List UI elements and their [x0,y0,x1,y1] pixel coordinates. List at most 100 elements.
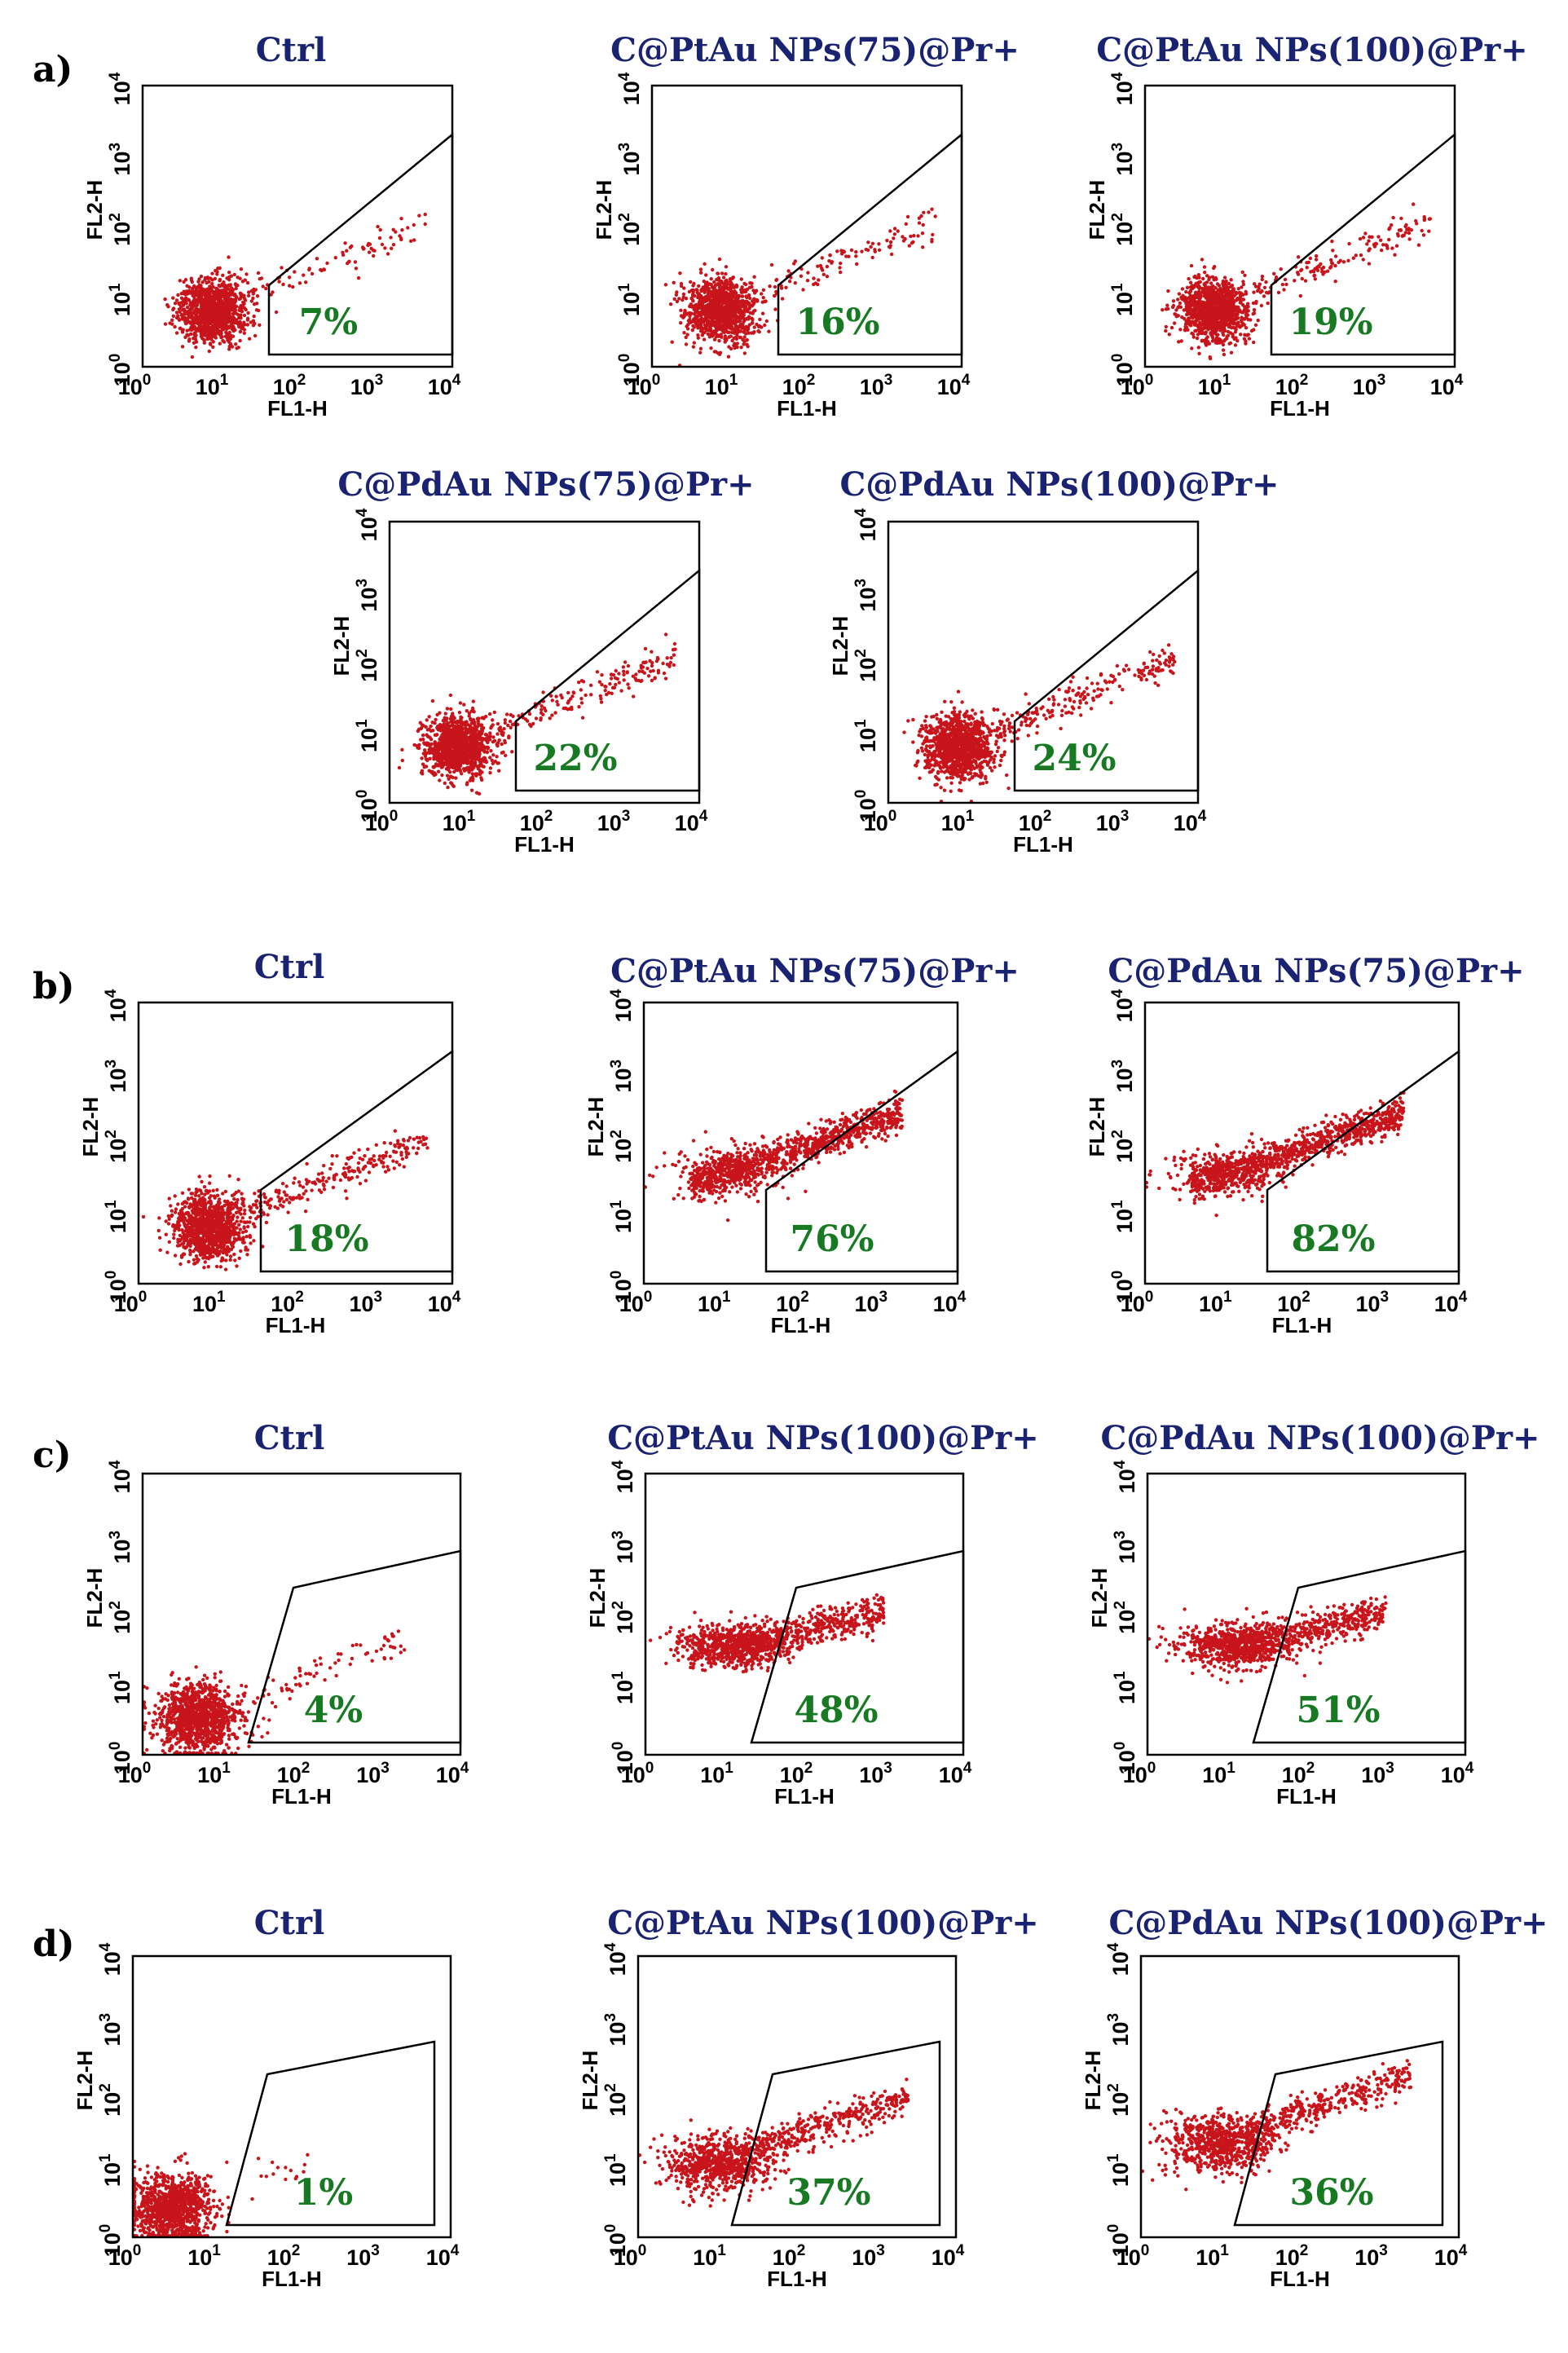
y-tick-label: 103 [1109,1060,1137,1093]
gate-region [730,2040,941,2227]
y-tick-label: 104 [103,989,130,1022]
panel-letter: c) [33,1434,72,1476]
x-tick-label: 103 [346,2242,380,2270]
gate-region [750,1549,965,1744]
x-tick-label: 101 [187,2242,221,2270]
gate-percentage: 48% [794,1690,878,1731]
y-axis-label: FL2-H [82,1568,107,1628]
x-tick-label: 100 [108,2242,142,2270]
x-tick-label: 101 [443,808,476,835]
y-tick-label: 102 [1109,1130,1137,1163]
gate-region [1266,1049,1460,1273]
y-tick-label: 104 [610,1460,637,1493]
x-tick-label: 103 [1096,808,1130,835]
gate-region [1252,1549,1467,1744]
x-tick-label: 102 [776,1289,809,1316]
x-tick-label: 100 [1117,2242,1150,2270]
panel-title: C@PdAu NPs(100)@Pr+ [839,465,1279,504]
x-tick-label: 101 [197,1760,231,1787]
x-axis-label: FL1-H [774,1784,835,1809]
x-axis-label: FL1-H [1272,1313,1332,1337]
y-tick-label: 102 [103,1130,130,1163]
x-axis-label: FL1-H [262,2267,322,2291]
y-tick-label: 100 [97,2224,125,2258]
y-tick-label: 104 [354,508,381,541]
y-axis-label: FL2-H [592,180,616,240]
y-tick-label: 101 [97,2153,125,2187]
x-tick-label: 101 [1202,1760,1235,1787]
plot-frame [131,1954,452,2239]
x-tick-label: 102 [1275,2242,1309,2270]
y-tick-label: 100 [103,1271,130,1304]
panel-letter: d) [33,1923,75,1965]
y-tick-label: 100 [1105,2224,1133,2258]
x-tick-label: 102 [780,1760,813,1787]
y-tick-label: 102 [1112,1601,1139,1634]
cytometry-panel-8: C@PdAu NPs(75)@Pr+ 82% 100 101 102 103 104 100 1… [1085,952,1525,1337]
x-axis-label: FL1-H [767,2267,827,2291]
scatter-points [663,207,937,368]
x-axis-label: FL1-H [1013,832,1073,857]
panel-title: C@PtAu NPs(100)@Pr+ [1096,31,1528,69]
y-tick-label: 104 [1112,1460,1139,1493]
y-axis-label: FL2-H [584,1097,608,1157]
y-tick-label: 104 [107,1460,134,1493]
x-tick-label: 100 [621,1760,654,1787]
panel-title: C@PtAu NPs(100)@Pr+ [607,1904,1039,1942]
x-tick-label: 101 [1196,2242,1229,2270]
y-tick-label: 102 [354,649,381,682]
x-tick-label: 103 [859,1760,892,1787]
y-tick-label: 101 [107,1671,134,1704]
x-tick-label: 104 [436,1760,469,1787]
y-tick-label: 102 [602,2083,630,2117]
panel-title: Ctrl [256,31,327,69]
y-tick-label: 104 [1109,989,1137,1022]
y-tick-label: 100 [608,1271,636,1304]
gate-region [259,1049,454,1273]
x-tick-label: 100 [864,808,897,835]
panel-title: C@PdAu NPs(75)@Pr+ [1108,952,1524,990]
x-tick-label: 103 [1355,1289,1389,1316]
x-tick-label: 103 [860,372,893,399]
y-tick-label: 101 [103,1200,130,1233]
x-axis-label: FL1-H [514,832,575,857]
y-tick-label: 102 [608,1130,636,1163]
y-tick-label: 103 [616,143,644,176]
y-tick-label: 104 [107,72,134,105]
x-tick-label: 103 [356,1760,390,1787]
x-tick-label: 102 [1275,372,1309,399]
cytometry-panel-9: c) Ctrl 4% 100 101 102 103 104 100 101 102 103 104 FL… [33,1419,469,1809]
y-tick-label: 102 [97,2083,125,2117]
x-tick-label: 102 [1019,808,1052,835]
y-tick-label: 103 [1105,2013,1133,2047]
x-tick-label: 102 [271,1289,304,1316]
gate-percentage: 4% [304,1690,363,1731]
y-axis-label: FL2-H [78,1097,103,1157]
x-tick-label: 103 [1354,2242,1388,2270]
y-tick-label: 101 [107,283,134,316]
y-tick-label: 103 [1109,143,1137,176]
scatter-points [643,1089,905,1223]
y-tick-label: 101 [1109,1200,1137,1233]
gate-region [1233,2040,1444,2227]
panel-title: Ctrl [254,1419,325,1457]
y-axis-label: FL2-H [82,180,107,240]
x-tick-label: 104 [675,808,708,835]
y-tick-label: 101 [852,719,880,752]
x-tick-label: 101 [1199,1289,1232,1316]
y-tick-label: 104 [1109,72,1137,105]
y-tick-label: 100 [610,1742,637,1775]
x-tick-label: 102 [1282,1760,1315,1787]
y-tick-label: 103 [354,579,381,612]
scatter-points [649,1593,886,1674]
y-tick-label: 101 [610,1671,637,1704]
y-axis-label: FL2-H [73,2051,97,2111]
y-tick-label: 101 [1105,2153,1133,2187]
y-tick-label: 102 [1109,213,1137,246]
y-tick-label: 103 [97,2013,125,2047]
x-tick-label: 100 [1121,1289,1154,1316]
x-tick-label: 104 [933,1289,967,1316]
gate-region [225,2040,436,2227]
x-tick-label: 101 [700,1760,733,1787]
y-axis-label: FL2-H [1081,2051,1105,2111]
